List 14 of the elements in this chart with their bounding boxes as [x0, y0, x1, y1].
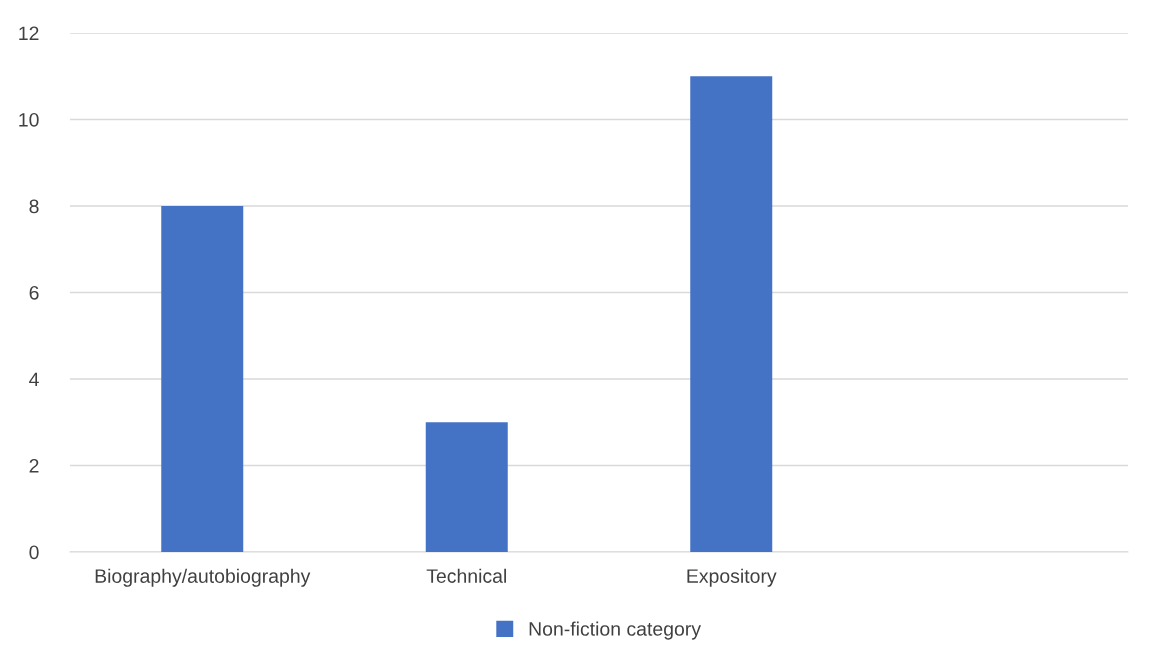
x-tick-label: Technical [426, 568, 506, 583]
y-tick-label: 4 [29, 372, 39, 387]
y-tick-label: 0 [29, 545, 39, 560]
legend-label: Non-fiction category [529, 621, 701, 640]
y-tick-label: 2 [29, 458, 39, 473]
y-tick-label: 6 [29, 285, 39, 300]
x-tick-label: Biography/autobiography [95, 568, 311, 587]
x-tick-label: Expository [687, 568, 777, 587]
y-tick-label: 10 [19, 112, 39, 127]
bar [690, 76, 773, 552]
y-tick-label: 8 [29, 199, 39, 214]
bar [161, 206, 244, 552]
y-tick-label: 12 [19, 26, 39, 41]
bar [425, 422, 508, 552]
